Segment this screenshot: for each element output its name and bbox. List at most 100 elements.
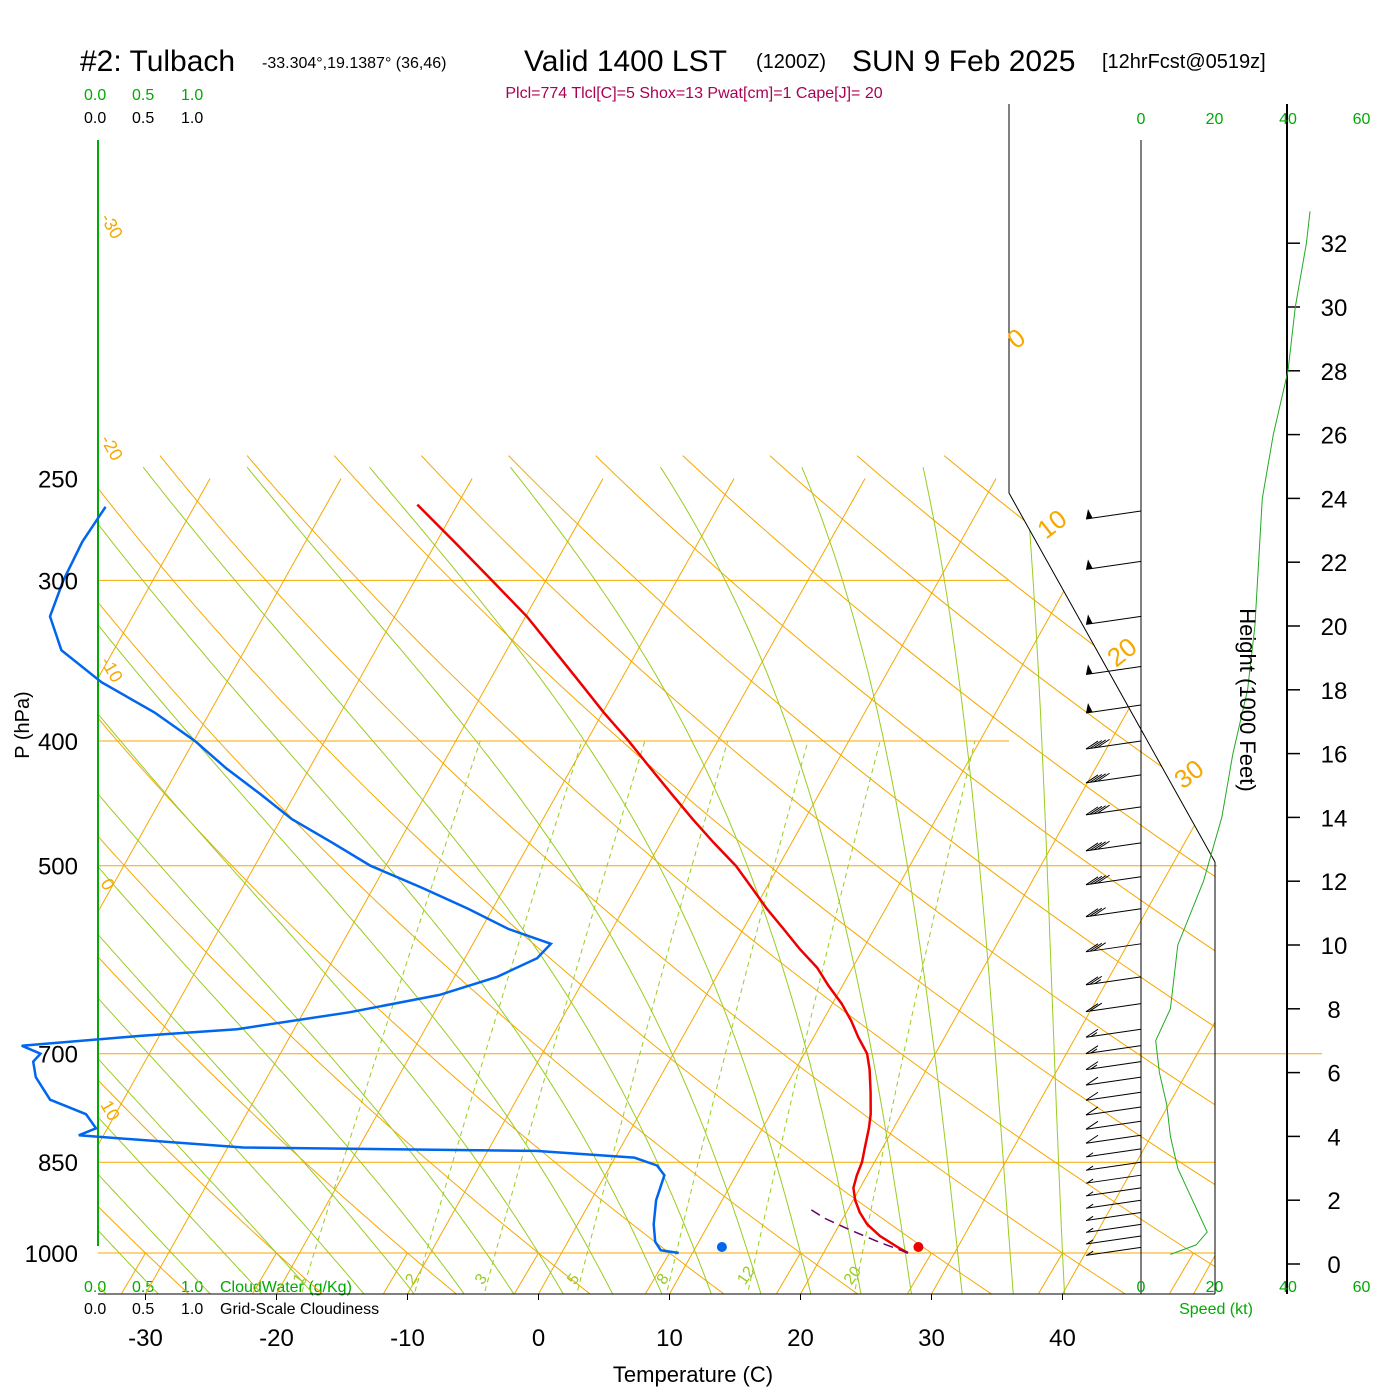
y-axis-title: P (hPa) — [12, 691, 34, 758]
isotherm-line — [383, 1252, 408, 1294]
dry-adiabat-line — [769, 455, 1215, 1294]
moist-adiabat-line — [98, 466, 615, 1294]
x-axis: -30 -20 -10 0 10 20 30 40 — [128, 1294, 1076, 1352]
height-tick-label: 2 — [1327, 1188, 1340, 1215]
height-tick-label: 10 — [1321, 933, 1348, 960]
sounding-profiles — [21, 503, 924, 1255]
wind-barb — [1085, 1161, 1142, 1171]
cloudiness-tick-label: 0.0 — [84, 1301, 106, 1318]
y-tick-label: 500 — [38, 854, 78, 881]
dry-adiabat-line — [98, 455, 995, 1294]
wind-barb-half-flag — [1090, 1048, 1098, 1054]
wind-barb — [1085, 1187, 1142, 1197]
cloud-tick-label: 0.5 — [132, 87, 154, 104]
wind-barb-staff — [1085, 740, 1142, 750]
wind-barb — [1085, 738, 1142, 750]
wind-barb-staff — [1085, 1246, 1142, 1256]
mixing-ratio-line — [384, 740, 583, 1294]
wind-barb — [1085, 772, 1142, 784]
isotherms — [98, 478, 1325, 1294]
isotherm-line — [907, 1252, 932, 1294]
height-tick-label: 14 — [1321, 805, 1348, 832]
wind-panel: 0020204040606002468101214161820222426283… — [1085, 104, 1371, 1296]
isotherm-line — [1193, 478, 1215, 1294]
speed-tick-label-bottom: 20 — [1206, 1279, 1224, 1296]
wind-barb — [1085, 1223, 1142, 1233]
wind-barb-pennant — [1086, 614, 1093, 625]
mixing-ratio-labels: 1 2 3 5 8 12 20 — [290, 1263, 865, 1287]
wind-barb — [1085, 1045, 1142, 1055]
wind-barb-flag — [1085, 908, 1099, 918]
wind-barb-staff — [1085, 876, 1142, 886]
height-tick-label: 18 — [1321, 678, 1348, 705]
height-tick-label: 6 — [1327, 1061, 1340, 1088]
wind-barb — [1085, 975, 1142, 986]
wind-barb — [1085, 509, 1142, 520]
wind-barb-staff — [1085, 1211, 1142, 1221]
moist-adiabat-line — [922, 467, 1014, 1294]
height-tick-label: 22 — [1321, 550, 1348, 577]
dry-adiabat-line — [508, 455, 1215, 1294]
dry-adiabat-line — [98, 455, 192, 1294]
cloud-tick-label: 0.0 — [84, 87, 106, 104]
mixing-ratio-label: 8 — [654, 1271, 673, 1288]
dry-adiabat-line — [595, 455, 1215, 1294]
wind-barb — [1085, 1091, 1142, 1101]
parcel-profile-line — [810, 1208, 909, 1254]
dry-adiabat-line — [682, 455, 1215, 1294]
station-coords: -33.304°,19.1387° (36,46) — [262, 55, 446, 72]
height-tick-label: 28 — [1321, 359, 1348, 386]
wind-barb-flag — [1093, 841, 1106, 851]
temperature-surface-marker — [913, 1242, 924, 1252]
speed-tick-label-bottom: 60 — [1353, 1279, 1371, 1296]
isotherm-line — [1301, 1253, 1325, 1293]
cloud-tick-label: 1.0 — [181, 87, 203, 104]
wind-barb-half-flag — [1086, 1203, 1094, 1209]
wind-barb-half-flag — [1086, 1250, 1094, 1256]
moist-adiabat-line — [142, 466, 713, 1294]
wind-barb-staff — [1085, 615, 1142, 625]
wind-barb-flag — [1085, 1106, 1099, 1116]
dry-adiabat-line — [246, 455, 1215, 1294]
mixing-ratio-line — [269, 740, 481, 1294]
x-tick-label: 20 — [787, 1325, 814, 1352]
wind-barb-flag — [1085, 1076, 1099, 1086]
wind-barb-staff — [1085, 1134, 1142, 1144]
wind-barb-staff — [1085, 1106, 1142, 1116]
wind-barb-flag — [1097, 804, 1110, 814]
x-tick-label: 0 — [532, 1325, 545, 1352]
cloudiness-tick-label: 0.0 — [84, 110, 106, 127]
moist-adiabat-line — [98, 466, 467, 1294]
moist-adiabat-line — [98, 466, 213, 1294]
wind-barb — [1085, 907, 1142, 918]
dewpoint-surface-marker — [716, 1242, 727, 1252]
cloud-tick-label: 1.0 — [181, 1279, 203, 1296]
moist-adiabat-line — [660, 466, 913, 1294]
wind-barb-staff — [1085, 1120, 1142, 1130]
isobars — [98, 579, 1323, 1254]
wind-barb — [1085, 1134, 1142, 1144]
wind-barb — [1085, 1199, 1142, 1209]
isotherm-line — [145, 478, 604, 1294]
dry-adiabat-label: 20 — [1101, 631, 1142, 672]
isotherm-line — [514, 1252, 539, 1294]
wind-barb — [1085, 1076, 1142, 1086]
wind-barb-half-flag — [1086, 1215, 1094, 1221]
valid-date: SUN 9 Feb 2025 — [852, 45, 1075, 78]
height-tick-label: 12 — [1321, 869, 1348, 896]
isotherm-line — [1169, 1252, 1194, 1294]
wind-barb-half-flag — [1086, 1227, 1094, 1233]
wind-barb-half-flag — [1086, 1178, 1094, 1184]
mixing-ratio-line — [550, 740, 729, 1294]
forecast-info: [12hrFcst@0519z] — [1102, 51, 1266, 73]
wind-barb-flag — [1093, 907, 1106, 917]
wind-barb-flag — [1085, 976, 1099, 986]
plot-right-boundary — [1008, 104, 1216, 1294]
isotherm-labels: 100-10-20-30 — [97, 210, 127, 1124]
moist-adiabat-line — [98, 466, 316, 1294]
moist-adiabat-line — [510, 466, 862, 1294]
isotherm-line — [538, 478, 997, 1294]
wind-barb-half-flag — [1086, 1191, 1094, 1197]
wind-barb-flag — [1085, 1091, 1099, 1101]
